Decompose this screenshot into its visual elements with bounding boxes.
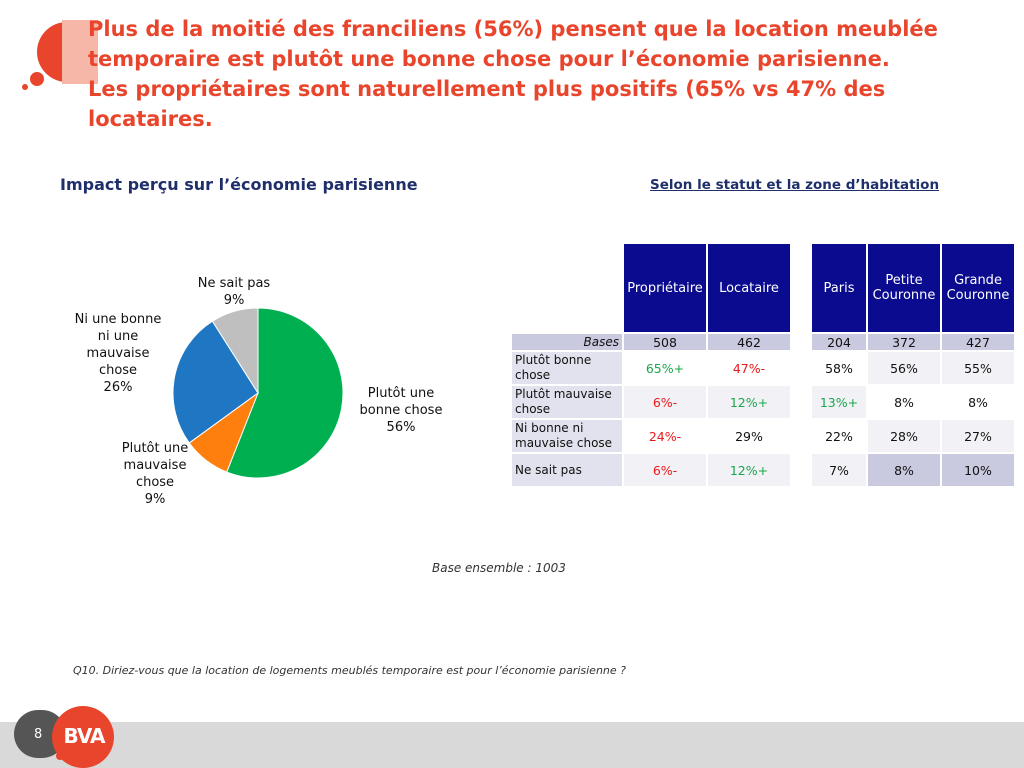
table-row: Ne sait pas 6%- 12%+ xyxy=(512,454,790,486)
row-label: Ne sait pas xyxy=(512,454,622,486)
cell: 58% xyxy=(812,352,866,384)
row-label: Plutôt bonne chose xyxy=(512,352,622,384)
base-value: 427 xyxy=(942,334,1014,350)
pie-label-ni: Ni une bonne ni une mauvaise chose 26% xyxy=(68,311,168,396)
cell: 6%- xyxy=(624,454,706,486)
table-status: Propriétaire Locataire Bases 508 462 Plu… xyxy=(510,242,792,488)
footer-band xyxy=(0,722,1024,768)
pie-chart xyxy=(172,307,344,479)
table-row: 7% 8% 10% xyxy=(812,454,1014,486)
label-line: mauvaise xyxy=(86,346,150,361)
cell: 12%+ xyxy=(708,454,790,486)
col-header-grande-couronne: Grande Couronne xyxy=(942,244,1014,332)
pie-slice-bonne xyxy=(226,307,344,479)
label-value: 56% xyxy=(386,420,416,435)
base-value: 204 xyxy=(812,334,866,350)
base-value: 462 xyxy=(708,334,790,350)
label-value: 26% xyxy=(103,380,133,395)
label-line: Ne sait pas xyxy=(197,276,271,291)
label-line: chose xyxy=(135,475,175,490)
slide-title: Plus de la moitié des franciliens (56%) … xyxy=(88,14,988,134)
col-header-paris: Paris xyxy=(812,244,866,332)
logo-shape xyxy=(22,18,98,98)
cell: 12%+ xyxy=(708,386,790,418)
title-line: Plus de la moitié des franciliens (56%) … xyxy=(88,17,938,41)
row-label: Ni bonne ni mauvaise chose xyxy=(512,420,622,452)
cell: 55% xyxy=(942,352,1014,384)
table-heading[interactable]: Selon le statut et la zone d’habitation xyxy=(650,177,940,193)
page-number: 8 xyxy=(34,727,43,742)
label-line: Ni une bonne xyxy=(74,312,162,327)
bva-logo-text: BVA xyxy=(63,724,105,748)
title-line: locataires. xyxy=(88,107,213,131)
cell: 8% xyxy=(868,386,940,418)
cell: 28% xyxy=(868,420,940,452)
base-value: 372 xyxy=(868,334,940,350)
cell: 13%+ xyxy=(812,386,866,418)
base-note: Base ensemble : 1003 xyxy=(432,561,566,575)
question-note: Q10. Diriez-vous que la location de loge… xyxy=(73,664,626,677)
cell: 65%+ xyxy=(624,352,706,384)
row-label: Plutôt mauvaise chose xyxy=(512,386,622,418)
col-header-proprietaire: Propriétaire xyxy=(624,244,706,332)
cell: 22% xyxy=(812,420,866,452)
table-row: 13%+ 8% 8% xyxy=(812,386,1014,418)
table-row: 22% 28% 27% xyxy=(812,420,1014,452)
label-line: ni une xyxy=(97,329,139,344)
label-value: 9% xyxy=(223,293,245,308)
title-line: temporaire est plutôt une bonne chose po… xyxy=(88,47,890,71)
cell: 47%- xyxy=(708,352,790,384)
cell: 27% xyxy=(942,420,1014,452)
table-row: Ni bonne ni mauvaise chose 24%- 29% xyxy=(512,420,790,452)
bases-label: Bases xyxy=(512,334,622,350)
col-header-petite-couronne: Petite Couronne xyxy=(868,244,940,332)
cell: 10% xyxy=(942,454,1014,486)
cell: 8% xyxy=(942,386,1014,418)
label-line: Plutôt une xyxy=(367,386,435,401)
label-value: 9% xyxy=(144,492,166,507)
label-line: mauvaise xyxy=(123,458,187,473)
label-line: Plutôt une xyxy=(121,441,189,456)
pie-slice-ni xyxy=(172,320,259,444)
pie-label-mauvaise: Plutôt une mauvaise chose 9% xyxy=(108,440,202,508)
cell: 29% xyxy=(708,420,790,452)
cell: 7% xyxy=(812,454,866,486)
label-line: bonne chose xyxy=(359,403,443,418)
pie-slice-nsp xyxy=(211,307,259,395)
table-row: Plutôt bonne chose 65%+ 47%- xyxy=(512,352,790,384)
table-row: Plutôt mauvaise chose 6%- 12%+ xyxy=(512,386,790,418)
label-line: chose xyxy=(98,363,138,378)
table-row: 58% 56% 55% xyxy=(812,352,1014,384)
title-line: Les propriétaires sont naturellement plu… xyxy=(88,77,886,101)
table-zone: Paris Petite Couronne Grande Couronne 20… xyxy=(810,242,1016,488)
col-header-locataire: Locataire xyxy=(708,244,790,332)
pie-label-nsp: Ne sait pas 9% xyxy=(186,275,282,309)
pie-label-bonne: Plutôt une bonne chose 56% xyxy=(348,385,454,436)
logo-dot xyxy=(56,752,64,760)
cell: 24%- xyxy=(624,420,706,452)
cell: 8% xyxy=(868,454,940,486)
cell: 6%- xyxy=(624,386,706,418)
chart-heading: Impact perçu sur l’économie parisienne xyxy=(60,175,418,194)
base-value: 508 xyxy=(624,334,706,350)
cell: 56% xyxy=(868,352,940,384)
